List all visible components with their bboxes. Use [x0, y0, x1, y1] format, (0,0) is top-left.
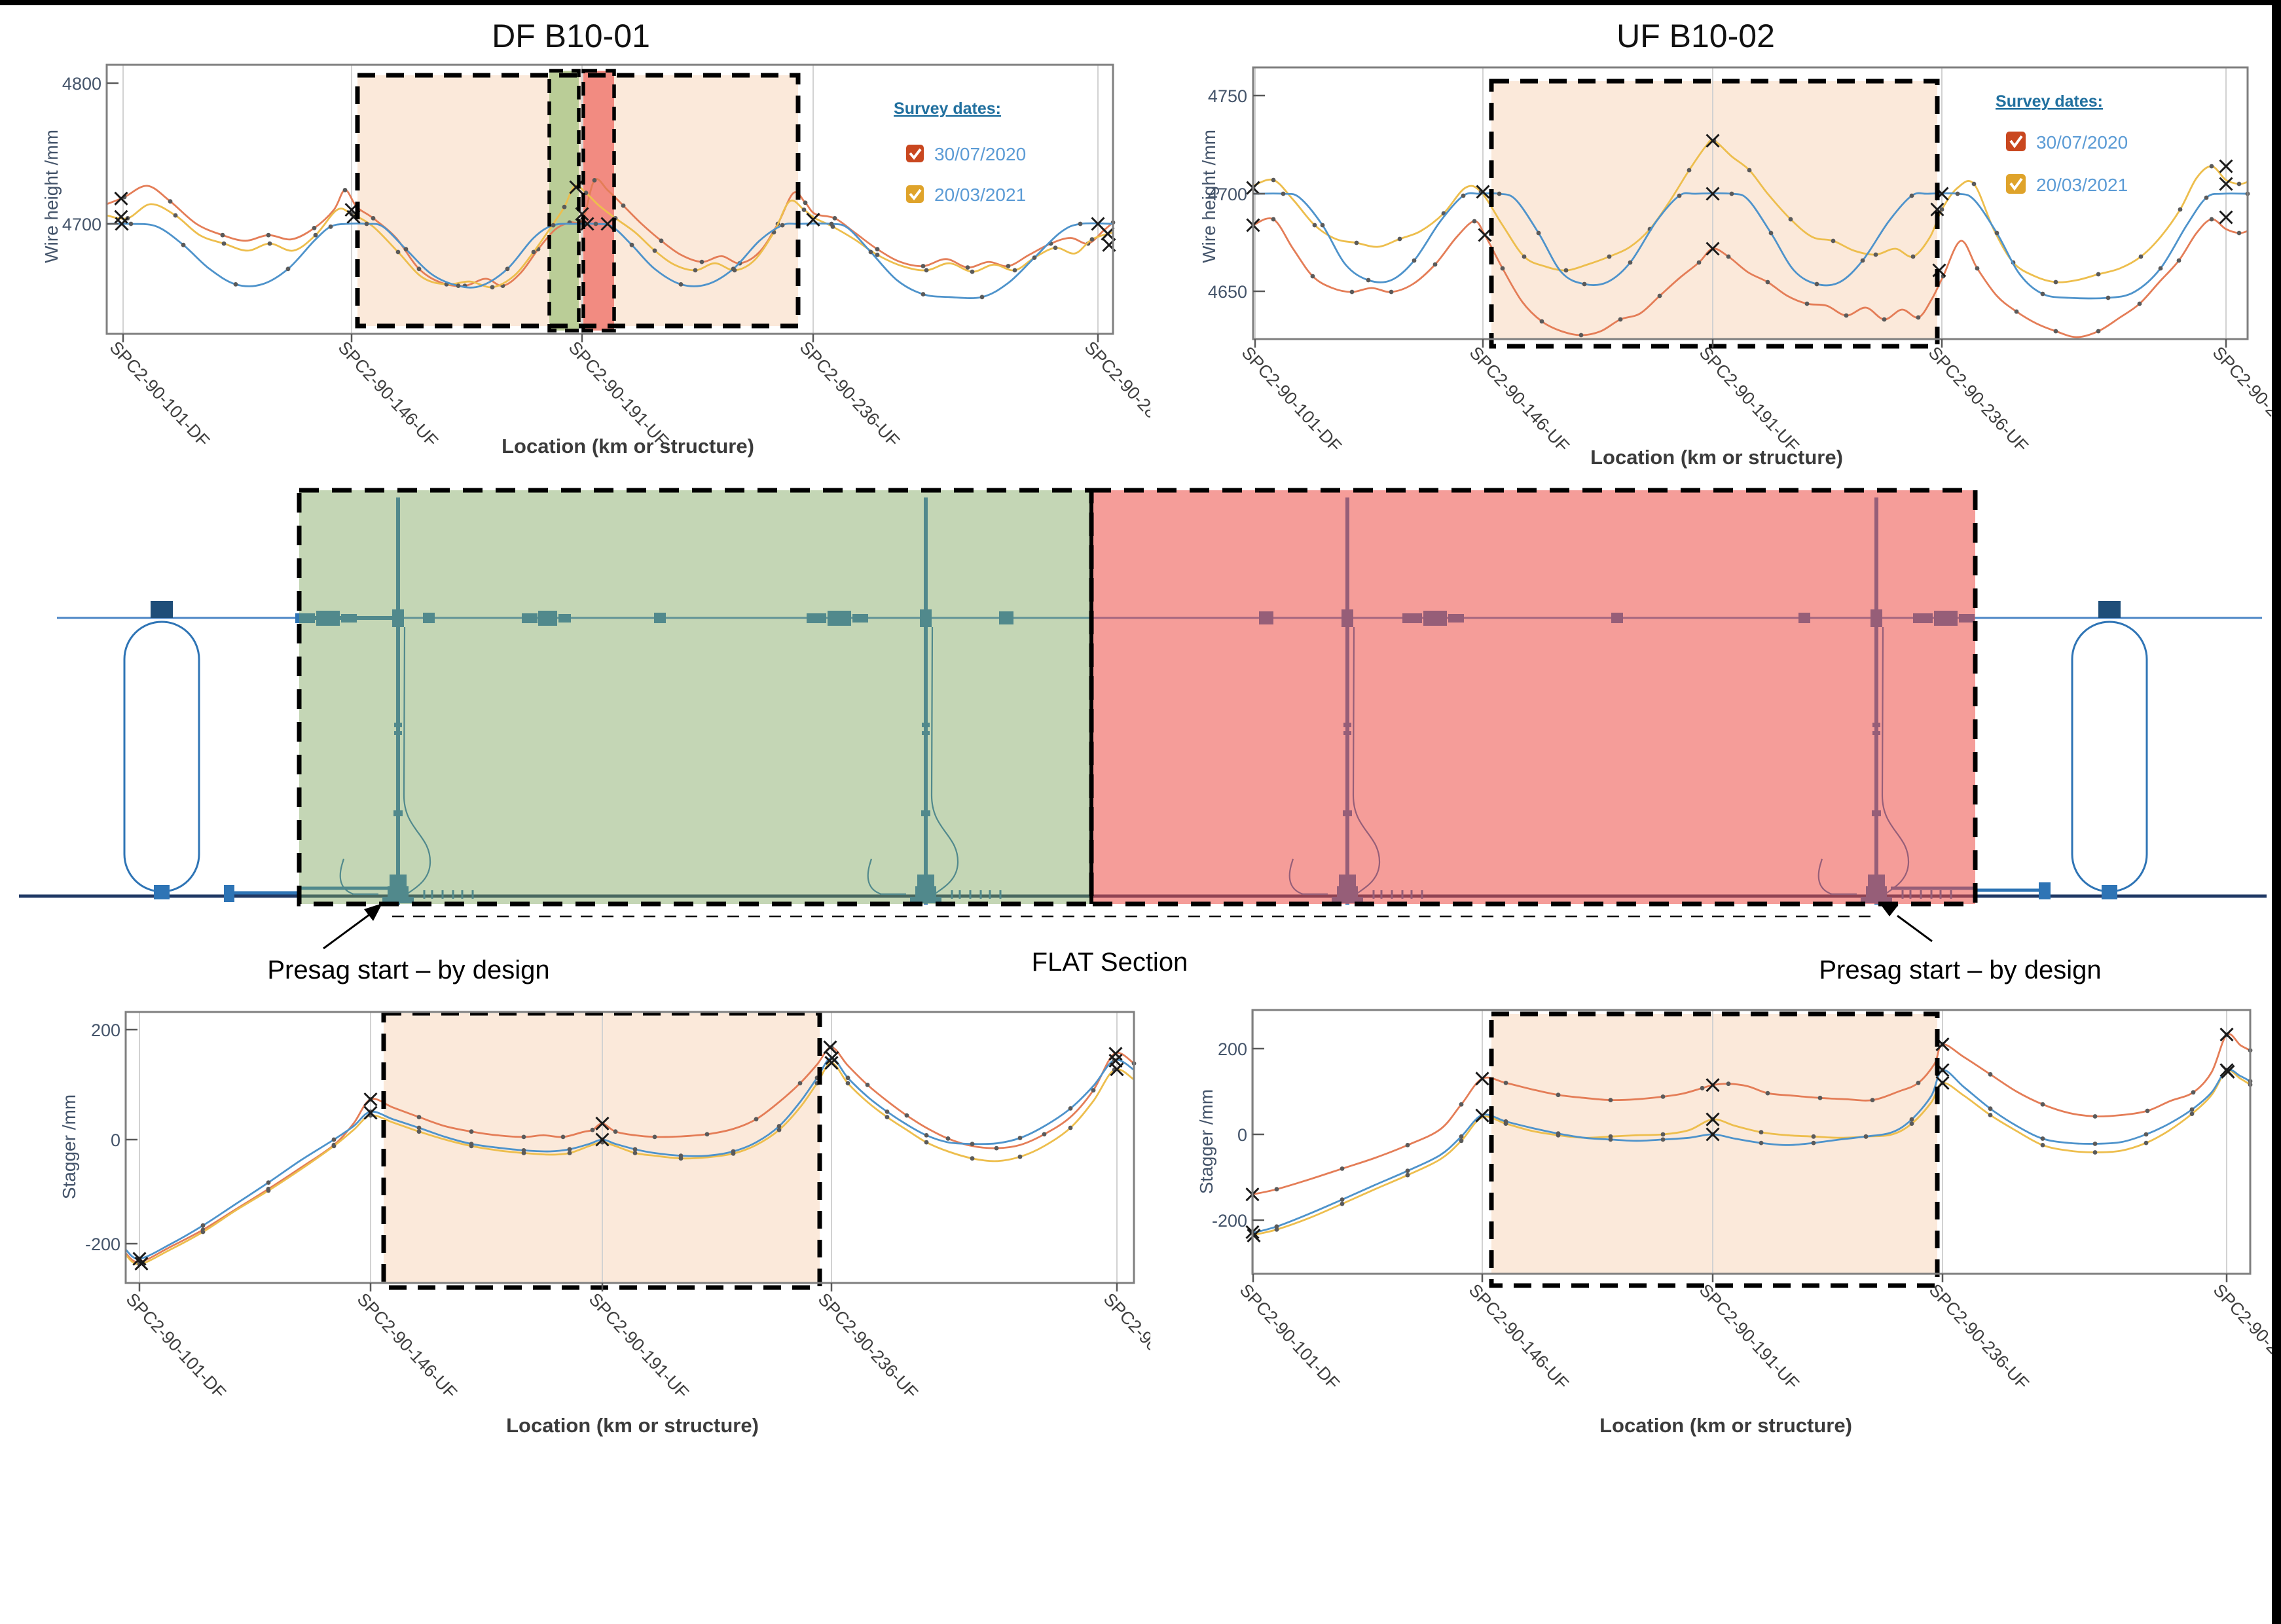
svg-text:4700: 4700 [1208, 185, 1247, 204]
svg-text:0: 0 [111, 1130, 120, 1150]
svg-text:200: 200 [91, 1020, 120, 1040]
svg-text:Presag start – by design: Presag start – by design [1819, 956, 2101, 984]
svg-text:4800: 4800 [62, 74, 101, 94]
svg-text:Stagger /mm: Stagger /mm [1196, 1089, 1216, 1194]
svg-text:-200: -200 [1212, 1211, 1247, 1231]
svg-text:20/03/2021: 20/03/2021 [2036, 175, 2128, 195]
svg-text:Location (km or structure): Location (km or structure) [506, 1414, 759, 1437]
svg-text:Survey dates:: Survey dates: [1996, 92, 2103, 111]
svg-text:30/07/2020: 30/07/2020 [934, 144, 1026, 164]
svg-text:Wire height /mm: Wire height /mm [41, 130, 62, 263]
svg-text:4750: 4750 [1208, 86, 1247, 106]
svg-text:200: 200 [1218, 1039, 1247, 1059]
svg-text:Stagger /mm: Stagger /mm [59, 1094, 79, 1199]
svg-text:Survey dates:: Survey dates: [894, 99, 1001, 118]
svg-text:DF B10-01: DF B10-01 [492, 18, 650, 54]
svg-text:-200: -200 [85, 1235, 120, 1254]
svg-text:Wire height /mm: Wire height /mm [1199, 130, 1219, 263]
svg-text:0: 0 [1237, 1125, 1247, 1145]
svg-text:Location (km or structure): Location (km or structure) [1590, 446, 1843, 469]
svg-text:4650: 4650 [1208, 282, 1247, 302]
svg-text:Location (km or structure): Location (km or structure) [502, 435, 754, 458]
svg-text:4700: 4700 [62, 215, 101, 234]
svg-text:Presag start – by design: Presag start – by design [267, 956, 549, 984]
svg-text:Location (km or structure): Location (km or structure) [1599, 1414, 1852, 1437]
svg-text:20/03/2021: 20/03/2021 [934, 185, 1026, 205]
svg-text:UF B10-02: UF B10-02 [1616, 18, 1775, 54]
svg-text:FLAT Section: FLAT Section [1032, 948, 1188, 977]
svg-text:30/07/2020: 30/07/2020 [2036, 132, 2128, 153]
